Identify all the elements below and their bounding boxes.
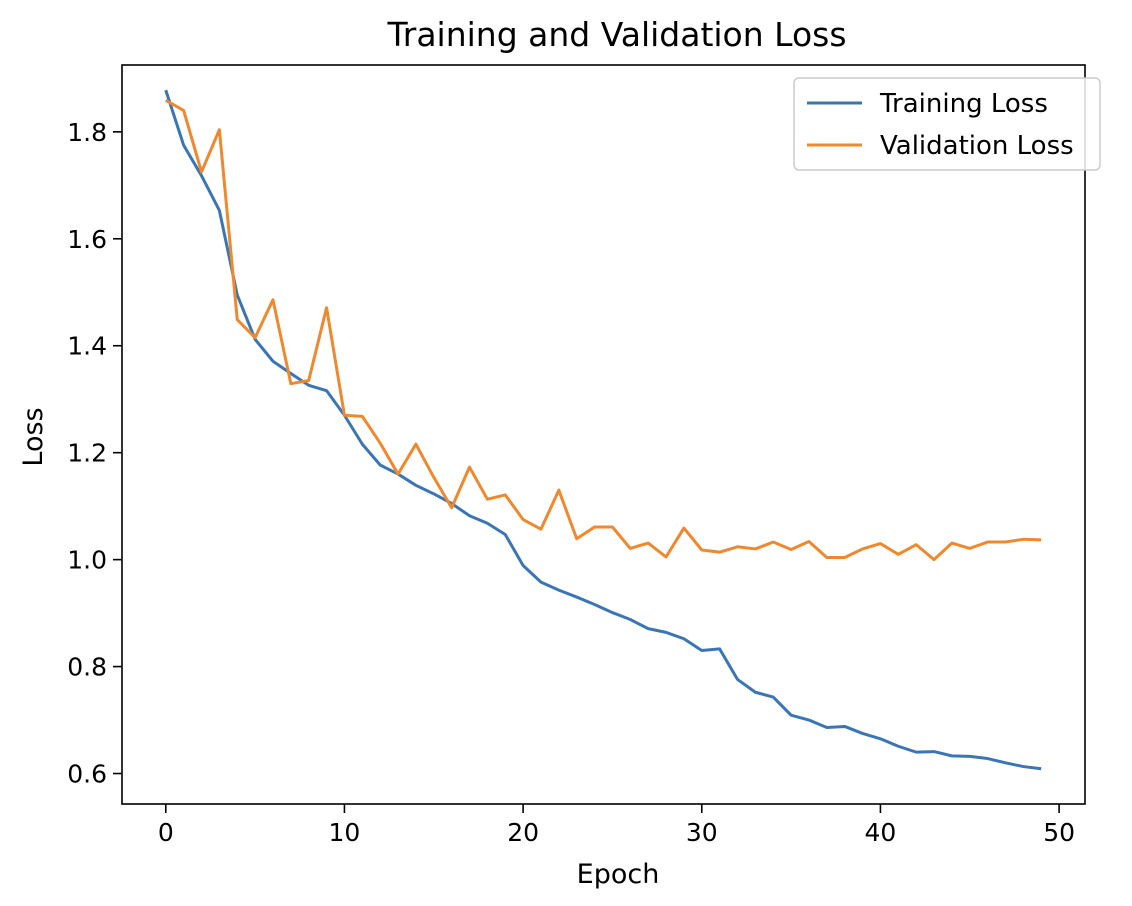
series-line-training-loss (164, 89, 1042, 771)
y-tick-label: 1.6 (67, 225, 107, 254)
y-tick-label: 1.4 (67, 332, 107, 361)
y-tick-label: 0.8 (67, 653, 107, 682)
legend-box (793, 77, 1101, 171)
y-tick-label: 1.2 (67, 439, 107, 468)
legend-label-validation-loss: Validation Loss (880, 131, 1074, 161)
chart-title: Training and Validation Loss (386, 15, 846, 54)
x-tick-label: 20 (507, 818, 539, 847)
x-tick-label: 0 (158, 818, 174, 847)
y-tick-label: 1.0 (67, 546, 107, 575)
series-line-validation-loss (165, 98, 1042, 562)
y-axis: 0.6 0.8 1.0 1.2 1.4 1.6 1.8 (67, 118, 122, 789)
x-tick-label: 10 (329, 818, 361, 847)
series-lines (164, 89, 1042, 771)
legend: Training Loss Validation Loss (793, 77, 1101, 171)
legend-label-training-loss: Training Loss (879, 89, 1048, 119)
x-tick-label: 40 (865, 818, 897, 847)
y-tick-label: 0.6 (67, 760, 107, 789)
x-axis-label: Epoch (577, 859, 660, 890)
y-tick-label: 1.8 (67, 118, 107, 147)
x-tick-label: 30 (686, 818, 718, 847)
x-tick-label: 50 (1043, 818, 1075, 847)
y-axis-label: Loss (18, 407, 49, 466)
plot-area (121, 64, 1086, 805)
x-axis: 0 10 20 30 40 50 (158, 804, 1075, 847)
plot-frame (121, 64, 1086, 805)
